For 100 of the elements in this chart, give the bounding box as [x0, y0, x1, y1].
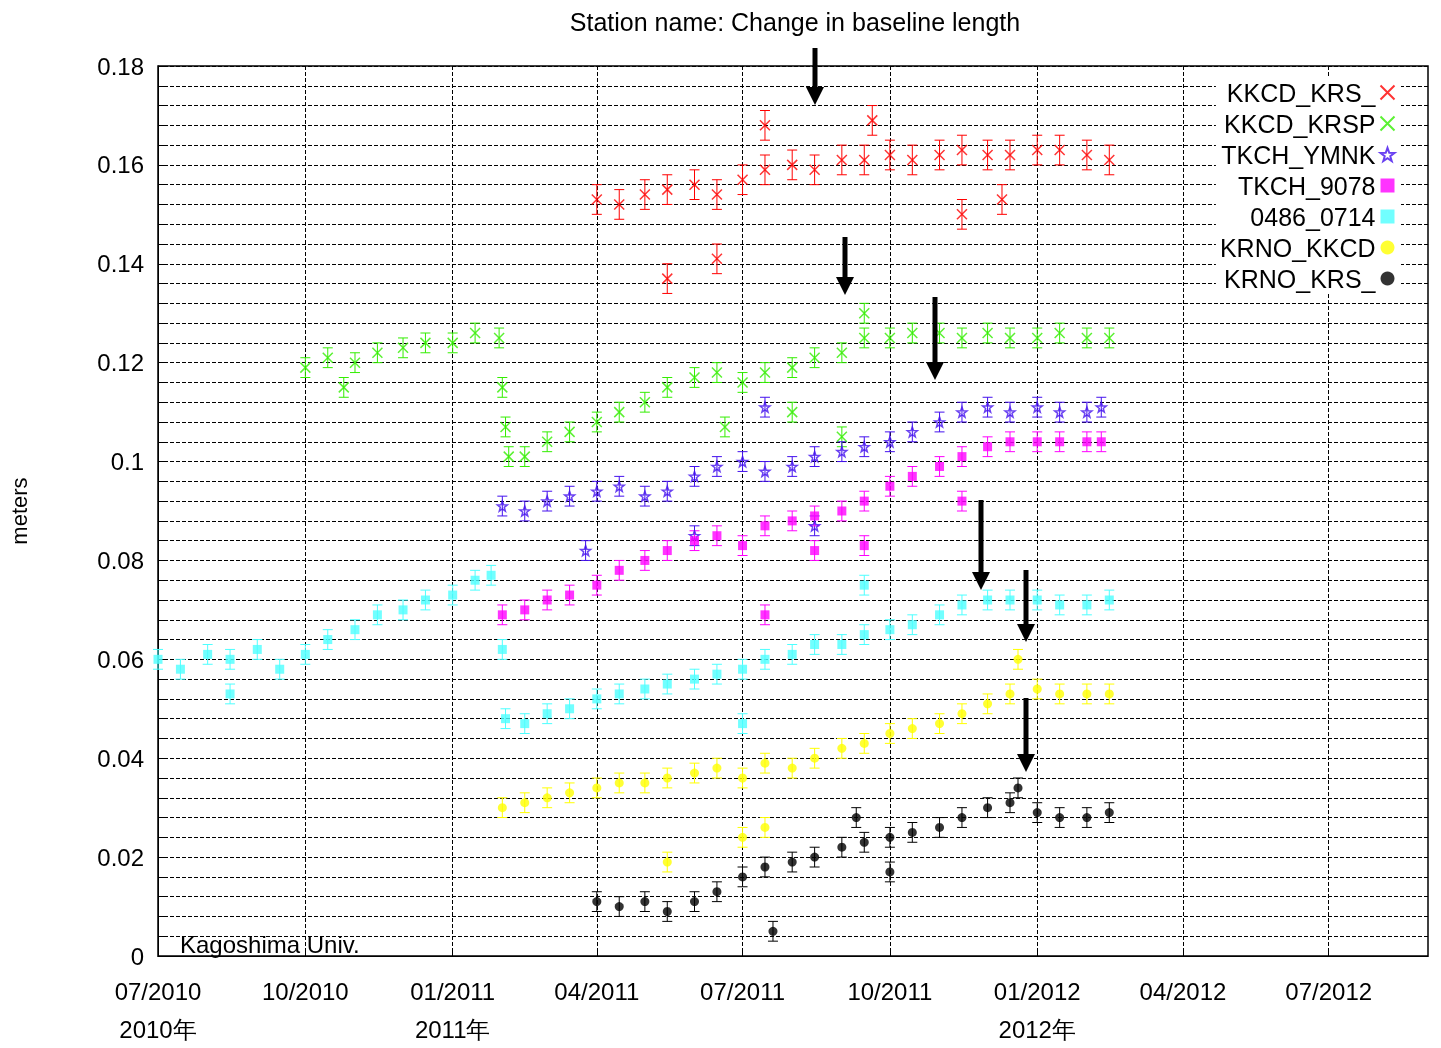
point	[859, 630, 869, 640]
point	[591, 193, 603, 206]
point	[786, 460, 798, 473]
point	[1104, 808, 1114, 818]
point	[1082, 689, 1092, 699]
point	[836, 154, 848, 166]
point	[565, 788, 575, 798]
point	[935, 822, 945, 832]
point	[858, 307, 871, 319]
point	[1032, 808, 1042, 818]
point	[225, 689, 235, 699]
point	[639, 188, 651, 201]
point	[499, 421, 512, 433]
point	[906, 154, 919, 166]
point	[738, 541, 748, 551]
point	[275, 664, 285, 674]
point	[810, 852, 820, 862]
point	[858, 440, 871, 453]
point	[690, 768, 700, 778]
point	[470, 575, 480, 585]
point	[520, 719, 530, 729]
point	[299, 361, 312, 374]
point	[957, 452, 967, 462]
point	[837, 743, 847, 753]
point	[759, 366, 771, 379]
x-tick-label: 10/2010	[261, 977, 349, 1005]
legend-label: KRNO_KRS_	[1224, 264, 1377, 293]
point	[502, 450, 515, 463]
point	[541, 436, 553, 448]
point	[712, 887, 722, 897]
point	[1013, 654, 1023, 664]
point	[1004, 406, 1016, 418]
chart-title: Station name: Change in baseline length	[569, 7, 1021, 36]
point	[786, 361, 798, 374]
point	[1095, 401, 1108, 413]
point	[520, 605, 530, 615]
point	[592, 580, 602, 590]
point	[448, 590, 458, 600]
point	[614, 565, 624, 575]
y-axis-title: meters	[6, 477, 32, 545]
point	[859, 738, 869, 748]
point	[1055, 813, 1065, 823]
x-tick-label: 07/2012	[1285, 977, 1373, 1005]
point	[565, 704, 575, 714]
point	[759, 119, 771, 132]
x-tick-label: 10/2011	[847, 977, 933, 1005]
point	[661, 381, 674, 394]
point	[496, 500, 509, 512]
point	[690, 674, 700, 684]
point	[1082, 600, 1092, 610]
point	[836, 347, 848, 359]
point	[661, 272, 674, 285]
point	[300, 649, 310, 659]
point	[662, 857, 672, 867]
point	[981, 327, 994, 339]
point	[349, 356, 361, 369]
point	[420, 595, 430, 605]
point	[808, 520, 821, 532]
point	[614, 778, 624, 788]
legend-label: KKCD_KRS_	[1226, 78, 1377, 107]
point	[592, 694, 602, 704]
point	[858, 154, 871, 166]
point	[640, 684, 650, 694]
point	[1103, 154, 1116, 166]
point	[661, 183, 674, 196]
point	[711, 253, 723, 265]
point	[1004, 149, 1016, 161]
point	[1053, 144, 1066, 156]
point	[906, 426, 919, 438]
point	[787, 649, 797, 659]
point	[933, 149, 946, 161]
point	[837, 842, 847, 852]
point	[542, 793, 552, 803]
annotation: Kagoshima Univ.	[180, 930, 360, 958]
point	[592, 783, 602, 793]
point	[469, 327, 481, 339]
point	[1082, 813, 1092, 823]
point	[787, 516, 797, 526]
point	[885, 867, 895, 877]
point	[1013, 783, 1023, 793]
point	[808, 164, 821, 176]
point	[519, 450, 531, 463]
point	[640, 778, 650, 788]
point	[859, 496, 869, 506]
point	[736, 173, 749, 186]
point	[1055, 600, 1065, 610]
point	[906, 327, 919, 339]
point	[837, 640, 847, 649]
point	[565, 590, 575, 600]
point	[759, 465, 771, 478]
point	[858, 332, 871, 344]
point	[1032, 437, 1042, 447]
point	[859, 837, 869, 847]
point	[225, 654, 235, 664]
point	[541, 495, 553, 507]
point	[907, 827, 917, 837]
point	[808, 351, 821, 364]
point	[203, 649, 213, 659]
point	[323, 635, 333, 645]
point	[496, 381, 509, 394]
